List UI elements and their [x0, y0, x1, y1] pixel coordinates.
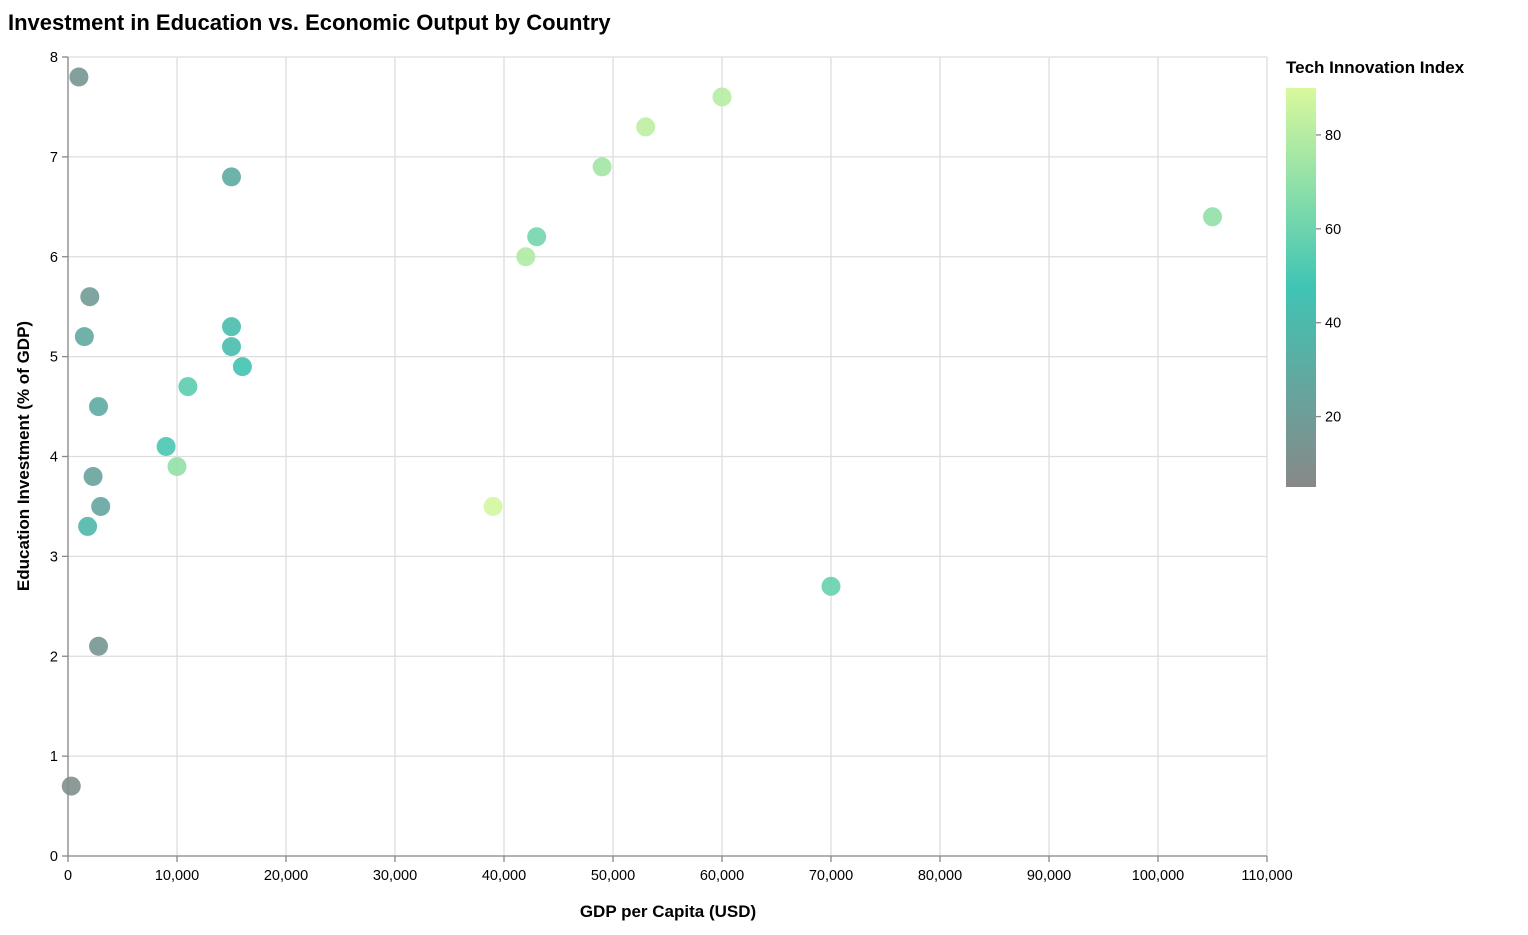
- data-point: [61, 776, 81, 796]
- data-point: [712, 87, 732, 107]
- legend-tick-label: 80: [1325, 128, 1341, 144]
- data-point: [592, 157, 612, 177]
- y-tick-label: 5: [50, 350, 58, 366]
- x-tick-label: 70,000: [809, 868, 853, 884]
- y-tick-label: 8: [50, 50, 58, 66]
- y-tick-label: 6: [50, 250, 58, 266]
- x-tick-label: 50,000: [591, 868, 635, 884]
- data-point: [91, 496, 111, 516]
- data-point: [89, 636, 109, 656]
- data-point: [167, 456, 187, 476]
- data-point: [516, 247, 536, 267]
- x-tick-label: 80,000: [918, 868, 962, 884]
- data-point: [178, 377, 198, 397]
- data-point: [636, 117, 656, 137]
- x-tick-label: 90,000: [1027, 868, 1071, 884]
- data-point: [83, 466, 103, 486]
- y-tick-label: 1: [50, 749, 58, 765]
- x-tick-label: 40,000: [482, 868, 526, 884]
- y-tick-label: 7: [50, 150, 58, 166]
- data-point: [232, 357, 252, 377]
- axes: 0 10,000 20,000 30,000 40,000 50,000 60,000 70,…: [50, 50, 1293, 884]
- x-tick-label: 110,000: [1241, 868, 1292, 884]
- y-tick-label: 2: [50, 649, 58, 665]
- data-point: [222, 317, 241, 337]
- x-tick-label: 60,000: [700, 868, 744, 884]
- legend-ticks: 20 40 60 80: [1316, 128, 1341, 426]
- x-tick-label: 10,000: [155, 868, 199, 884]
- points: [61, 67, 1222, 796]
- legend: Tech Innovation Index 20 40 60 80: [1286, 58, 1465, 487]
- data-point: [89, 397, 109, 417]
- legend-tick-label: 40: [1325, 316, 1341, 332]
- y-tick-label: 4: [50, 450, 58, 466]
- x-axis-title: GDP per Capita (USD): [580, 902, 756, 921]
- grid: [67, 56, 1268, 857]
- data-point: [69, 67, 89, 87]
- legend-tick-label: 20: [1325, 410, 1341, 426]
- legend-tick-label: 60: [1325, 222, 1341, 238]
- data-point: [78, 516, 98, 536]
- data-point: [821, 576, 841, 596]
- data-point: [156, 437, 176, 457]
- x-tick-label: 30,000: [373, 868, 417, 884]
- data-point: [222, 337, 241, 357]
- x-tick-label: 0: [64, 868, 72, 884]
- data-point: [74, 327, 94, 347]
- y-tick-label: 3: [50, 549, 58, 565]
- x-tick-label: 20,000: [264, 868, 308, 884]
- y-tick-label: 0: [50, 849, 58, 865]
- legend-color-ramp: [1286, 88, 1316, 487]
- data-point: [222, 167, 241, 187]
- x-tick-label: 100,000: [1132, 868, 1184, 884]
- y-axis-title: Education Investment (% of GDP): [14, 321, 33, 591]
- legend-title: Tech Innovation Index: [1286, 58, 1465, 77]
- data-point: [1203, 207, 1222, 227]
- chart-title: Investment in Education vs. Economic Out…: [8, 10, 611, 35]
- data-point: [527, 227, 547, 247]
- data-point: [80, 287, 100, 307]
- data-point: [483, 496, 503, 516]
